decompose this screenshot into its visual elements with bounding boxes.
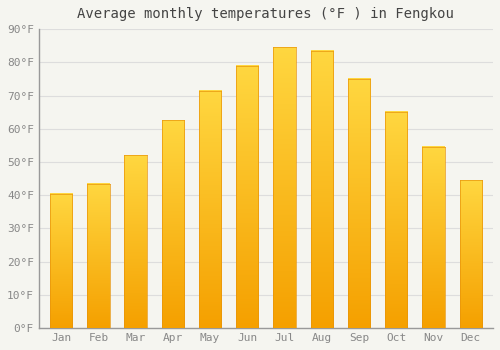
- Title: Average monthly temperatures (°F ) in Fengkou: Average monthly temperatures (°F ) in Fe…: [78, 7, 454, 21]
